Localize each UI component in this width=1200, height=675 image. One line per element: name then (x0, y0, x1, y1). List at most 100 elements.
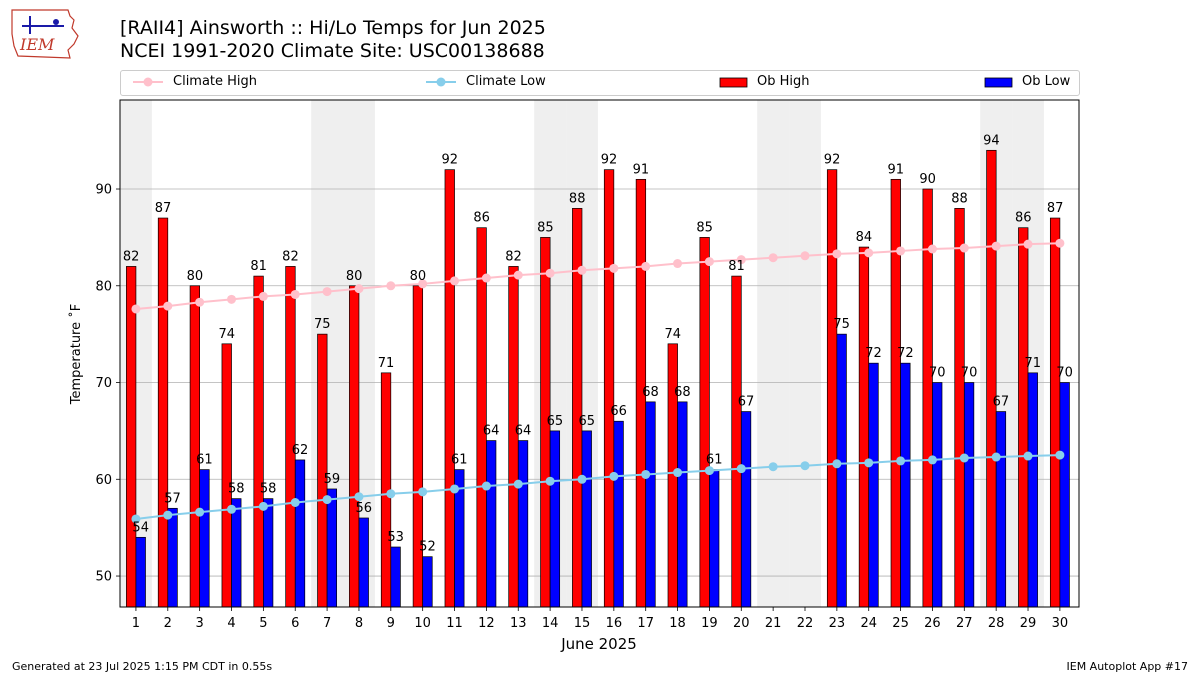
legend-label-ob-high: Ob High (757, 74, 810, 89)
y-gridlines (120, 188, 1079, 577)
climate-high-point-day-15 (577, 265, 587, 275)
climate-low-point-day-6 (290, 498, 300, 508)
climate-high-point-day-30 (1055, 238, 1065, 248)
ob-low-label-day-28: 67 (993, 395, 1010, 410)
climate-high-point-day-18 (673, 259, 683, 269)
legend-item-ob-high: Ob High (719, 74, 810, 89)
ob-high-bar-day-20 (731, 275, 742, 608)
climate-low-point-day-23 (832, 459, 842, 469)
y-axis-label: Temperature ˚F (68, 304, 84, 405)
climate-high-point-day-21 (768, 253, 778, 263)
ob-high-bar-day-27 (954, 208, 965, 608)
ob-low-label-day-14: 65 (547, 414, 564, 429)
legend-label-climate-high: Climate High (173, 74, 258, 89)
climate-high-point-day-9 (386, 281, 396, 291)
ob-low-label-day-1: 54 (132, 520, 149, 535)
ob-low-label-day-6: 62 (292, 443, 309, 458)
legend-label-climate-low: Climate Low (466, 74, 546, 89)
ob-low-label-day-18: 68 (674, 385, 691, 400)
ob-low-label-day-30: 70 (1056, 366, 1073, 381)
x-tick-label-14: 14 (542, 616, 559, 631)
climate-high-point-day-17 (641, 261, 651, 271)
ob-high-label-day-26: 90 (919, 172, 936, 187)
ob-high-bar-day-30 (1049, 217, 1061, 608)
legend-item-climate-high: Climate High (131, 74, 257, 89)
climate-low-point-day-28 (991, 452, 1001, 462)
ob-low-bar-day-27 (963, 382, 975, 608)
climate-low-point-day-27 (959, 453, 969, 463)
ob-high-label-day-9: 71 (378, 356, 395, 371)
x-tick-label-28: 28 (988, 616, 1005, 631)
climate-low-line-icon (426, 77, 456, 86)
x-tick-label-5: 5 (259, 616, 267, 631)
ob-low-bar-day-5 (263, 498, 274, 608)
climate-high-point-day-29 (1023, 239, 1033, 249)
ob-high-label-day-18: 74 (665, 327, 682, 342)
climate-high-point-day-26 (927, 244, 937, 254)
climate-low-point-day-17 (641, 469, 651, 479)
ob-high-label-day-23: 92 (824, 153, 841, 168)
generated-timestamp: Generated at 23 Jul 2025 1:15 PM CDT in … (12, 660, 273, 673)
ob-low-bar-day-23 (836, 333, 847, 608)
climate-low-point-day-16 (609, 471, 619, 481)
climate-high-line (135, 242, 1060, 310)
ob-high-bar-day-4 (221, 343, 232, 608)
ob-high-bar-day-19 (699, 237, 710, 608)
ob-low-label-day-8: 56 (355, 501, 372, 516)
ob-high-bar-day-11 (444, 169, 455, 608)
y-tick-label-90: 90 (95, 183, 112, 198)
ob-high-label-day-16: 92 (601, 153, 618, 168)
climate-high-point-day-1 (131, 304, 141, 314)
ob-high-label-day-2: 87 (155, 201, 172, 216)
ob-low-bar-day-13 (517, 440, 529, 608)
ob-high-label-day-13: 82 (505, 249, 522, 264)
climate-high-point-day-19 (704, 257, 714, 267)
x-tick-label-21: 21 (765, 616, 782, 631)
climate-high-line-icon (133, 77, 163, 86)
climate-low-point-day-25 (896, 456, 906, 466)
ob-high-label-day-1: 82 (123, 249, 140, 264)
ob-high-label-day-24: 84 (856, 230, 873, 245)
climate-low-point-day-14 (545, 476, 555, 486)
ob-high-label-day-19: 85 (696, 220, 713, 235)
climate-high-point-day-27 (959, 243, 969, 253)
climate-low-point-day-22 (800, 461, 810, 471)
ob-high-bar-day-7 (317, 333, 328, 608)
ob-high-label-day-4: 74 (218, 327, 235, 342)
climate-low-point-day-11 (450, 484, 460, 494)
legend-item-climate-low: Climate Low (424, 74, 546, 89)
ob-high-bar-day-1 (126, 266, 137, 608)
x-tick-label-29: 29 (1020, 616, 1037, 631)
climate-low-point-day-19 (704, 466, 714, 476)
climate-high-point-day-7 (322, 287, 332, 297)
ob-high-bar-day-28 (986, 149, 997, 608)
climate-high-point-day-24 (864, 248, 874, 258)
ob-low-label-day-13: 64 (515, 424, 532, 439)
climate-high-point-day-11 (450, 276, 460, 286)
x-tick-label-7: 7 (323, 616, 331, 631)
ob-low-bar-day-2 (167, 507, 178, 608)
climate-high-point-day-16 (609, 263, 619, 273)
ob-high-bar-day-10 (412, 285, 424, 608)
logo-text: IEM (19, 35, 55, 54)
climate-low-line (135, 454, 1060, 520)
ob-high-label-day-10: 80 (410, 269, 427, 284)
climate-high-point-day-25 (896, 246, 906, 256)
x-tick-label-18: 18 (669, 616, 686, 631)
ob-low-label-day-11: 61 (451, 453, 468, 468)
ob-high-bar-day-12 (476, 227, 487, 608)
climate-low-point-day-13 (513, 479, 523, 489)
ob-low-label-day-3: 61 (196, 453, 213, 468)
ob-low-bar-day-9 (390, 546, 401, 608)
y-tick-label-60: 60 (95, 473, 112, 488)
app-credit: IEM Autoplot App #17 (1066, 660, 1189, 673)
ob-low-bar-day-26 (932, 382, 943, 608)
climate-low-point-day-4 (227, 504, 237, 514)
climate-low-point-day-29 (1023, 451, 1033, 461)
y-tick-label-80: 80 (95, 279, 112, 294)
climate-low-point-day-2 (163, 510, 173, 520)
ob-low-bar-day-10 (422, 556, 433, 608)
weekend-shade-day-21 (757, 100, 790, 607)
